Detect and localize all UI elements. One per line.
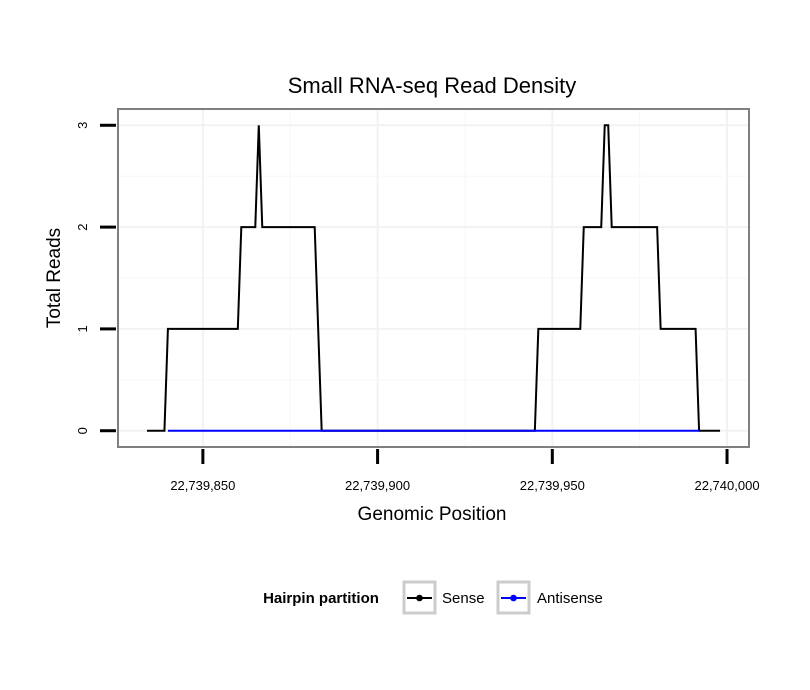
series-layer: [146, 124, 721, 432]
x-tick-label: 22,740,000: [694, 478, 759, 493]
legend-label-antisense: Antisense: [537, 590, 603, 607]
chart-title: Small RNA-seq Read Density: [288, 73, 577, 98]
legend-marker-antisense: [510, 594, 517, 602]
series-line-sense: [146, 124, 721, 432]
legend-item-sense: Sense: [402, 580, 485, 615]
y-tick-label: 0: [75, 427, 90, 434]
legend: Hairpin partition Sense Antisense: [263, 580, 603, 615]
y-axis-title: Total Reads: [44, 228, 65, 328]
axes: 22,739,850 22,739,900 22,739,950 22,740,000…: [75, 122, 760, 493]
y-tick-label: 2: [75, 223, 90, 230]
x-tick-label: 22,739,850: [170, 478, 235, 493]
y-tick-label: 3: [75, 122, 90, 129]
legend-label-sense: Sense: [442, 590, 485, 607]
legend-marker-sense: [416, 594, 423, 602]
x-axis-title: Genomic Position: [358, 504, 507, 525]
plot-panel: [117, 108, 750, 448]
x-tick-label: 22,739,900: [345, 478, 410, 493]
y-tick-label: 1: [75, 325, 90, 332]
x-tick-label: 22,739,950: [520, 478, 585, 493]
legend-title: Hairpin partition: [263, 590, 379, 607]
legend-item-antisense: Antisense: [496, 580, 603, 615]
